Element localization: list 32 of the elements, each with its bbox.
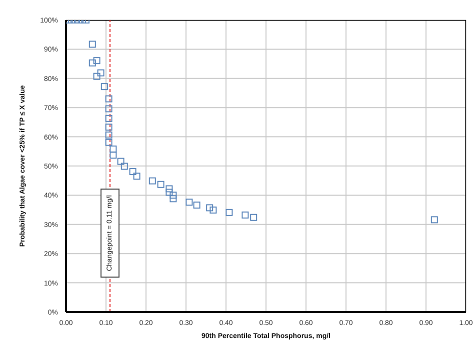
point xyxy=(129,168,136,176)
point xyxy=(170,195,177,202)
point xyxy=(242,212,249,219)
point xyxy=(157,180,164,188)
point xyxy=(193,202,200,209)
point xyxy=(88,40,96,48)
point xyxy=(110,146,117,153)
point xyxy=(148,177,156,184)
point xyxy=(88,59,96,66)
point xyxy=(105,105,112,112)
point xyxy=(226,208,233,216)
point xyxy=(105,124,112,131)
point xyxy=(170,192,177,199)
point xyxy=(250,214,258,221)
point xyxy=(100,83,108,90)
point xyxy=(166,188,173,196)
point xyxy=(430,216,438,224)
point xyxy=(117,158,124,165)
point xyxy=(186,198,193,206)
point xyxy=(105,95,112,102)
point xyxy=(133,172,140,180)
point xyxy=(206,204,214,212)
point xyxy=(120,162,128,170)
point xyxy=(110,152,117,159)
point xyxy=(97,69,104,76)
point xyxy=(210,206,217,214)
point xyxy=(105,138,112,146)
point xyxy=(105,114,112,122)
point xyxy=(93,57,100,64)
point xyxy=(105,132,112,139)
point xyxy=(166,185,173,192)
point xyxy=(93,72,100,80)
